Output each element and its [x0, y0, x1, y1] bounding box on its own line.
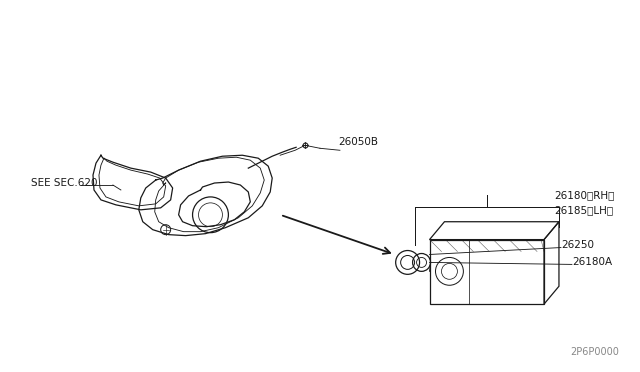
- Text: 26050B: 26050B: [338, 137, 378, 147]
- Text: 2P6P0000: 2P6P0000: [570, 347, 619, 357]
- Text: 26185〈LH〉: 26185〈LH〉: [554, 205, 613, 215]
- Text: 26180〈RH〉: 26180〈RH〉: [554, 190, 614, 200]
- Text: SEE SEC.620: SEE SEC.620: [31, 178, 98, 188]
- Text: 26250: 26250: [561, 240, 594, 250]
- Bar: [429, 240, 544, 304]
- Text: 26180A: 26180A: [572, 257, 612, 267]
